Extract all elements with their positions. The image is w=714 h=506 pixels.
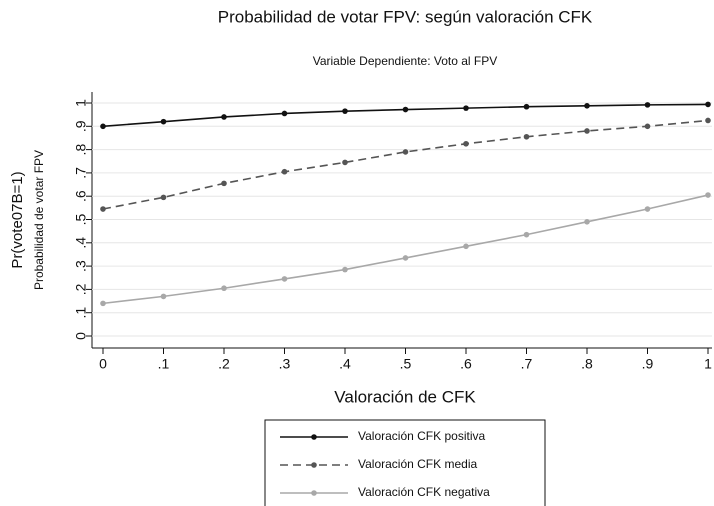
chart-title: Probabilidad de votar FPV: según valorac… — [218, 7, 593, 26]
point — [463, 105, 469, 111]
point — [281, 276, 288, 282]
x-tick-label: .5 — [400, 356, 412, 372]
point — [221, 285, 227, 292]
x-tick-label: .2 — [218, 356, 230, 372]
point — [221, 114, 227, 120]
point — [281, 110, 288, 117]
legend-label: Valoración CFK positiva — [358, 429, 485, 443]
x-axis-title: Valoración de CFK — [334, 387, 476, 406]
point — [584, 128, 590, 134]
y-tick-label: .8 — [73, 144, 89, 156]
point — [160, 194, 167, 201]
x-tick-label: 1 — [704, 356, 712, 372]
point — [584, 102, 590, 109]
x-tick-label: .3 — [279, 356, 291, 372]
point — [463, 243, 469, 250]
point — [523, 133, 530, 140]
series-line — [102, 119, 709, 210]
legend-label: Valoración CFK negativa — [358, 485, 490, 499]
point — [523, 231, 530, 238]
x-tick-label: .7 — [521, 356, 533, 372]
point — [644, 206, 651, 212]
point — [705, 192, 711, 198]
x-tick-label: .9 — [642, 356, 654, 372]
point — [523, 103, 530, 110]
y-tick-label: .3 — [73, 260, 89, 272]
legend-label: Valoración CFK media — [358, 457, 477, 471]
y-tick-label: 0 — [73, 332, 89, 340]
y-axis-title: Pr(vote07B=1) — [9, 171, 26, 268]
y-tick-label: .5 — [73, 213, 89, 225]
x-tick-label: 0 — [99, 356, 107, 372]
legend-marker — [311, 462, 317, 468]
y-tick-label: .7 — [73, 167, 89, 179]
y-tick-label: .6 — [73, 190, 89, 202]
point — [463, 140, 469, 147]
point — [160, 118, 167, 125]
point — [342, 266, 348, 273]
point — [402, 149, 409, 155]
point — [644, 123, 651, 130]
point — [281, 168, 288, 175]
point — [644, 102, 651, 108]
point — [221, 180, 227, 187]
point — [402, 255, 409, 261]
y-tick-label: .9 — [73, 120, 89, 132]
point — [100, 123, 106, 130]
y-tick-label: .2 — [73, 283, 89, 295]
chart-subtitle: Variable Dependiente: Voto al FPV — [313, 54, 498, 68]
y-axis-subtitle: Probabilidad de votar FPV — [32, 150, 46, 290]
point — [705, 117, 711, 124]
point — [705, 101, 711, 108]
legend-marker — [311, 490, 317, 496]
point — [100, 206, 106, 212]
x-tick-label: .4 — [339, 356, 351, 372]
point — [160, 293, 167, 300]
point — [100, 300, 106, 307]
point — [342, 159, 348, 166]
y-tick-label: .1 — [73, 307, 89, 319]
point — [402, 106, 409, 113]
x-tick-label: .8 — [581, 356, 593, 372]
y-tick-label: 1 — [73, 99, 89, 107]
point — [342, 108, 348, 114]
legend-marker — [311, 434, 317, 440]
x-tick-label: .6 — [460, 356, 472, 372]
y-tick-label: .4 — [73, 237, 89, 249]
point — [584, 219, 590, 225]
x-tick-label: .1 — [158, 356, 170, 372]
